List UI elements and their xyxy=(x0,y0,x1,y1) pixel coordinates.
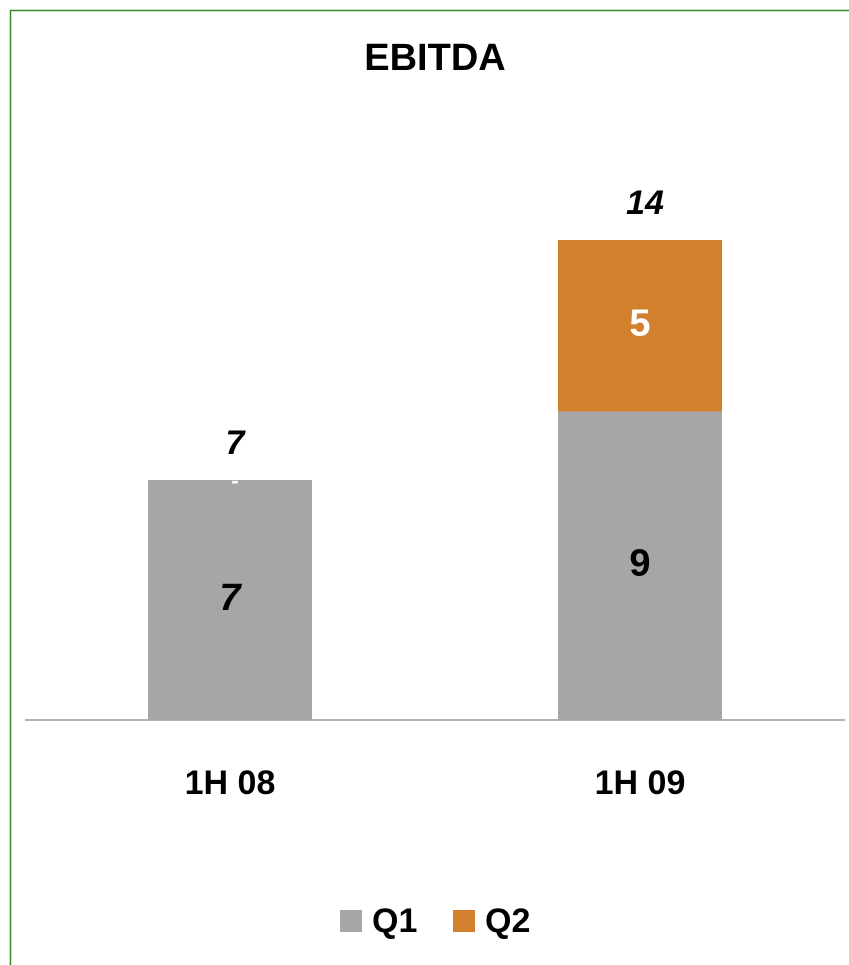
data-label: 5 xyxy=(629,303,650,345)
data-label: 7 xyxy=(219,577,242,619)
data-label: 9 xyxy=(629,543,650,585)
x-tick-label: 1H 09 xyxy=(595,764,686,802)
x-tick-label: 1H 08 xyxy=(185,764,276,802)
chart-border xyxy=(9,9,849,965)
total-label: 14 xyxy=(626,184,664,222)
data-label: - xyxy=(231,468,238,493)
legend-label: Q2 xyxy=(485,902,530,940)
total-label: 7 xyxy=(226,424,247,462)
legend-label: Q1 xyxy=(372,902,417,940)
bar-segment xyxy=(558,240,722,412)
legend-swatch xyxy=(340,910,362,932)
bar-segment xyxy=(148,480,312,720)
bar-segment xyxy=(558,411,722,720)
chart-title: EBITDA xyxy=(364,37,505,79)
legend-swatch xyxy=(453,910,475,932)
